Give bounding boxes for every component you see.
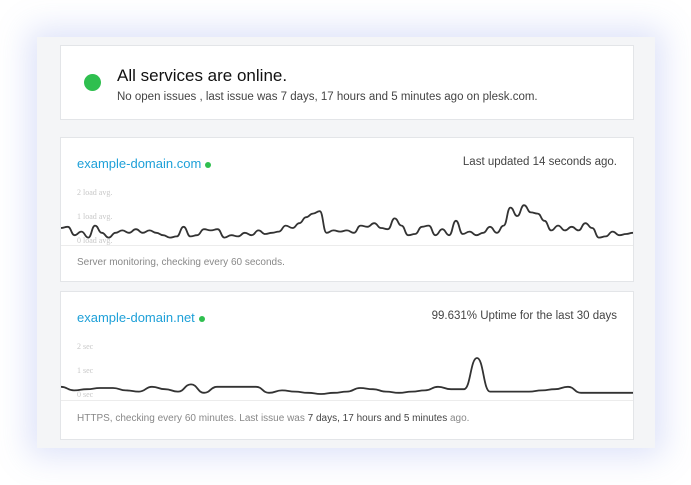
status-subtitle: No open issues , last issue was 7 days, … [117,91,538,103]
monitor-footer: Server monitoring, checking every 60 sec… [77,257,285,268]
status-title: All services are online. [117,66,288,85]
monitor-name-link[interactable]: example-domain.com [77,156,212,171]
monitor-name-link[interactable]: example-domain.net [77,310,205,325]
series-line [61,357,633,395]
load-chart: 2 load avg. 1 load avg. 0 load avg. [61,188,633,245]
monitor-card: example-domain.net 99.631% Uptime for th… [60,291,634,440]
uptime: 99.631% Uptime for the last 30 days [431,310,617,322]
online-dot-icon [198,315,205,322]
axis-label: 0 sec [77,390,94,399]
axis-label: 1 load avg. [77,212,112,221]
divider [61,400,633,401]
status-page: All services are online. No open issues … [37,37,655,448]
monitor-footer: HTTPS, checking every 60 minutes. Last i… [77,413,470,424]
axis-label: 2 load avg. [77,188,112,197]
monitor-name: example-domain.com [77,156,202,171]
last-updated: Last updated 14 seconds ago. [462,156,617,168]
monitor-name: example-domain.net [77,310,195,325]
axis-label: 0 load avg. [77,236,112,245]
response-time-chart: 2 sec 1 sec 0 sec [61,342,633,399]
online-dot-icon [205,161,212,168]
axis-label: 1 sec [77,366,94,375]
axis-label: 2 sec [77,342,94,351]
series-line [61,204,633,239]
monitor-card: example-domain.com Last updated 14 secon… [60,137,634,282]
online-status-icon [84,74,101,91]
status-card: All services are online. No open issues … [60,45,634,120]
divider [61,245,633,246]
